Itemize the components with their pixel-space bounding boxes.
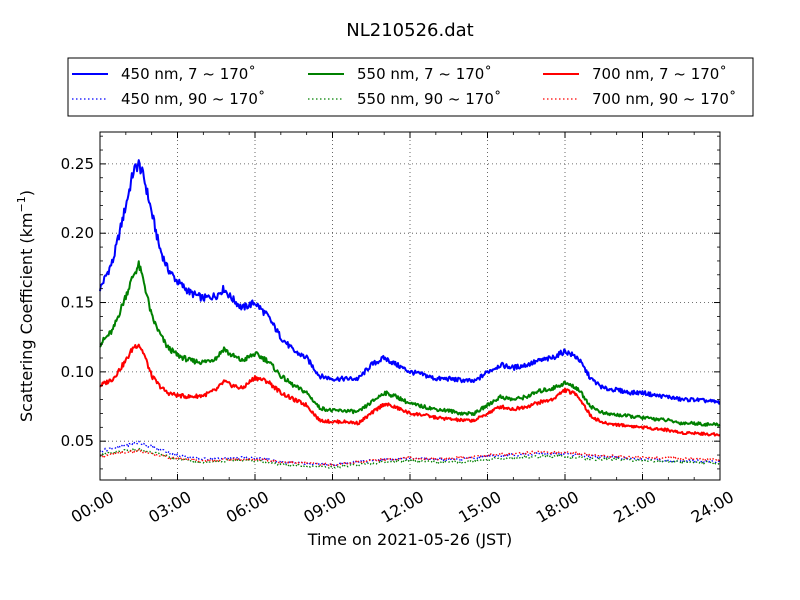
series-line-5 <box>99 447 721 470</box>
series-layer <box>99 159 721 470</box>
series-line-3 <box>99 343 721 437</box>
y-axis-label-main: Scattering Coefficient (km <box>17 212 36 422</box>
y-tick-label: 0.25 <box>61 155 94 173</box>
y-axis-label-sup: −1 <box>15 196 28 212</box>
legend-label-1: 450 nm, 7 ~ 170˚ <box>121 65 256 83</box>
y-axis-label-end: ) <box>17 190 36 196</box>
legend: 450 nm, 7 ~ 170˚ 550 nm, 7 ~ 170˚ 700 nm, … <box>67 57 754 117</box>
legend-label-5: 550 nm, 90 ~ 170˚ <box>357 90 501 108</box>
legend-label-4: 450 nm, 90 ~ 170˚ <box>121 90 265 108</box>
legend-label-2: 550 nm, 7 ~ 170˚ <box>357 65 492 83</box>
legend-frame <box>67 57 754 117</box>
grid <box>100 132 720 480</box>
y-tick-label: 0.20 <box>61 224 94 242</box>
series-line-1 <box>99 159 721 405</box>
x-axis-label: Time on 2021-05-26 (JST) <box>307 530 512 549</box>
series-line-2 <box>99 260 721 427</box>
y-tick-label: 0.15 <box>61 294 94 312</box>
chart-title: NL210526.dat <box>346 20 473 41</box>
y-axis-label: Scattering Coefficient (km−1) <box>15 190 36 422</box>
y-tick-label: 0.05 <box>61 432 94 450</box>
legend-label-6: 700 nm, 90 ~ 170˚ <box>592 90 736 108</box>
legend-label-3: 700 nm, 7 ~ 170˚ <box>592 65 727 83</box>
y-tick-label: 0.10 <box>61 363 94 381</box>
